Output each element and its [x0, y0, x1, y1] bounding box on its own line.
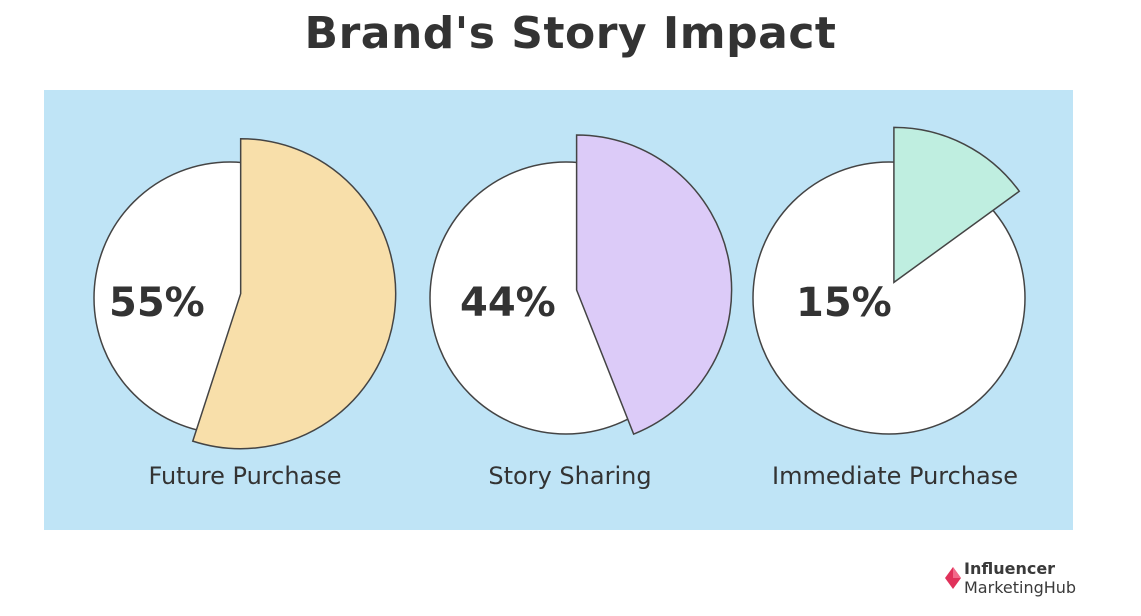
brand-name-line2: MarketingHub	[964, 578, 1077, 597]
pie-label-immediate-purchase: Immediate Purchase	[772, 462, 1018, 490]
pie-slice	[191, 137, 397, 450]
pie-label-future-purchase: Future Purchase	[148, 462, 342, 490]
pie-label-story-sharing: Story Sharing	[488, 462, 652, 490]
pie-future-purchase: 55%	[93, 137, 397, 450]
pie-immediate-purchase: 15%	[752, 126, 1026, 435]
pie-value-label: 44%	[460, 280, 556, 326]
pie-value-label: 15%	[796, 280, 892, 326]
pie-charts: 55% 44% 15%	[93, 126, 1026, 450]
pie-slice	[575, 134, 733, 436]
brand-logo: Influencer MarketingHub	[944, 559, 1104, 599]
brand-name-line1: Influencer	[964, 559, 1056, 578]
pie-slice	[893, 126, 1021, 284]
pie-value-label: 55%	[109, 280, 205, 326]
chart-panel: 55% 44% 15% Future Purchase Story Sharin…	[44, 90, 1073, 530]
chart-title: Brand's Story Impact	[304, 8, 837, 59]
brand-mark-icon	[945, 567, 961, 589]
pie-story-sharing: 44%	[429, 134, 733, 436]
